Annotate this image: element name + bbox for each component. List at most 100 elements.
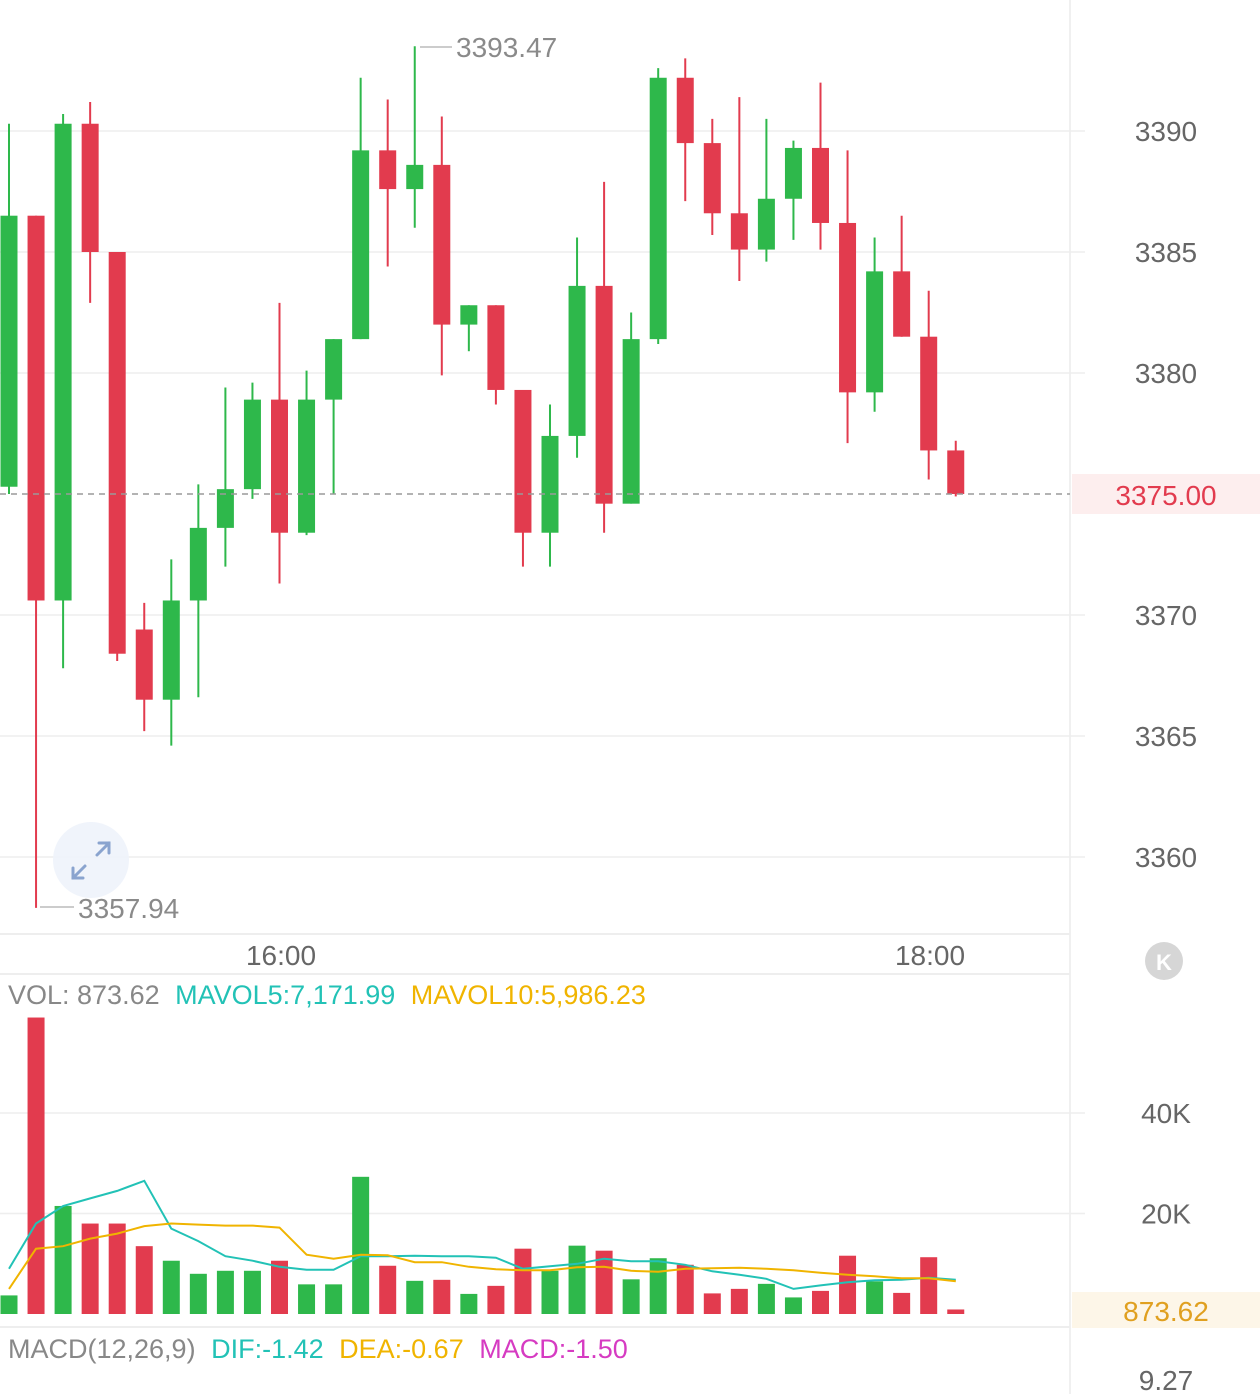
price-y-tick: 3370 bbox=[1135, 600, 1197, 631]
expand-button[interactable] bbox=[53, 822, 129, 898]
high-label: 3393.47 bbox=[456, 32, 557, 63]
candle bbox=[135, 602, 153, 732]
candle-body bbox=[839, 222, 857, 393]
candle bbox=[757, 118, 775, 262]
volume-bar bbox=[189, 1273, 207, 1314]
candle bbox=[703, 118, 721, 236]
kline-toggle-icon: K bbox=[1156, 950, 1172, 975]
candle-body bbox=[271, 399, 288, 533]
candle-body bbox=[379, 150, 397, 190]
candle-body bbox=[406, 164, 424, 190]
volume-bar bbox=[568, 1245, 586, 1314]
x-tick-18-00: 18:00 bbox=[895, 940, 965, 971]
volume-bar bbox=[893, 1292, 911, 1314]
mavol5-value: MAVOL5:7,171.99 bbox=[175, 980, 395, 1010]
candle-body bbox=[730, 213, 748, 250]
candle-body bbox=[325, 339, 343, 400]
candle-body bbox=[920, 336, 938, 451]
volume-bar bbox=[730, 1288, 748, 1314]
mavol-lines bbox=[8, 1179, 956, 1290]
price-y-tick: 3390 bbox=[1135, 116, 1197, 147]
candle bbox=[243, 382, 261, 499]
candle bbox=[784, 140, 802, 240]
volume-bar bbox=[866, 1281, 884, 1314]
volume-bar bbox=[216, 1270, 234, 1314]
price-y-tick: 3360 bbox=[1135, 842, 1197, 873]
candle-body bbox=[947, 450, 965, 494]
candle bbox=[162, 559, 180, 746]
candle-body bbox=[298, 399, 316, 533]
volume-bar bbox=[757, 1283, 775, 1314]
candle bbox=[406, 46, 424, 228]
low-label: 3357.94 bbox=[78, 893, 179, 924]
candle bbox=[0, 123, 18, 494]
volume-bar bbox=[433, 1279, 451, 1314]
volume-bars bbox=[0, 1017, 965, 1314]
price-y-tick: 3380 bbox=[1135, 358, 1197, 389]
frame bbox=[0, 0, 1071, 1394]
volume-bar bbox=[54, 1205, 72, 1314]
candle bbox=[622, 312, 640, 504]
candle bbox=[676, 58, 694, 202]
expand-arrows-icon bbox=[71, 841, 111, 880]
candle bbox=[189, 484, 207, 698]
candle bbox=[379, 99, 397, 267]
candle bbox=[947, 440, 965, 497]
mavol10-line bbox=[8, 1222, 956, 1290]
candle bbox=[271, 302, 288, 584]
current-price-marker: 3375.00 bbox=[0, 474, 1260, 514]
candle-body bbox=[784, 147, 802, 199]
candle-body bbox=[812, 147, 829, 223]
volume-bar bbox=[298, 1284, 316, 1314]
candle-body bbox=[27, 215, 45, 601]
candle-body bbox=[595, 285, 613, 504]
high-annotation: 3393.47 bbox=[420, 32, 557, 63]
dif-value: DIF:-1.42 bbox=[211, 1334, 324, 1364]
candle-body bbox=[216, 489, 234, 528]
candle bbox=[27, 215, 45, 908]
candle bbox=[730, 97, 748, 282]
candle-body bbox=[135, 629, 153, 700]
volume-bar bbox=[649, 1258, 667, 1314]
candle-body bbox=[703, 143, 721, 214]
kline-toggle-button[interactable]: K bbox=[1145, 942, 1183, 980]
candle-body bbox=[568, 285, 586, 436]
candle bbox=[216, 387, 234, 567]
candle bbox=[920, 290, 938, 480]
candle-body bbox=[433, 164, 451, 325]
candle-body bbox=[757, 198, 775, 250]
candle bbox=[541, 404, 559, 567]
volume-bar bbox=[514, 1248, 532, 1314]
mavol5-line bbox=[8, 1179, 956, 1290]
candle-body bbox=[81, 123, 99, 253]
macd-title: MACD(12,26,9) bbox=[8, 1334, 196, 1364]
vol-value: VOL: 873.62 bbox=[8, 980, 160, 1010]
volume-bar bbox=[271, 1260, 288, 1314]
volume-bar bbox=[352, 1176, 370, 1314]
candle-body bbox=[54, 123, 72, 601]
candle-body bbox=[189, 527, 207, 601]
volume-bar bbox=[920, 1257, 938, 1314]
volume-bar bbox=[703, 1293, 721, 1314]
candle-body bbox=[866, 271, 884, 393]
candle bbox=[595, 181, 613, 533]
candle-body bbox=[622, 339, 640, 504]
price-y-tick: 3385 bbox=[1135, 237, 1197, 268]
macd-y-tick: 9.27 bbox=[1139, 1365, 1194, 1394]
candle bbox=[298, 370, 316, 536]
macd-value: MACD:-1.50 bbox=[479, 1334, 628, 1364]
low-annotation: 3357.94 bbox=[40, 893, 179, 924]
candle-body bbox=[162, 600, 180, 700]
current-volume-label: 873.62 bbox=[1123, 1296, 1209, 1327]
volume-bar bbox=[676, 1264, 694, 1314]
volume-bar bbox=[460, 1293, 478, 1314]
volume-bar bbox=[135, 1246, 153, 1314]
volume-bar bbox=[947, 1309, 965, 1314]
volume-bar bbox=[27, 1017, 45, 1314]
volume-bar bbox=[812, 1290, 829, 1314]
candle bbox=[649, 68, 667, 344]
candle-body bbox=[893, 271, 911, 337]
vol-header: VOL: 873.62 MAVOL5:7,171.99 MAVOL10:5,98… bbox=[8, 980, 646, 1010]
